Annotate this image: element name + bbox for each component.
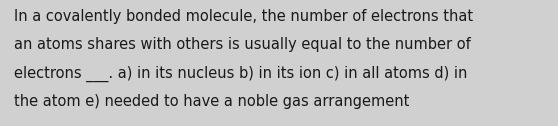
Text: an atoms shares with others is usually equal to the number of: an atoms shares with others is usually e… (14, 37, 471, 52)
Text: In a covalently bonded molecule, the number of electrons that: In a covalently bonded molecule, the num… (14, 9, 473, 24)
Text: the atom e) needed to have a noble gas arrangement: the atom e) needed to have a noble gas a… (14, 94, 410, 109)
Text: electrons ___. a) in its nucleus b) in its ion c) in all atoms d) in: electrons ___. a) in its nucleus b) in i… (14, 66, 468, 82)
